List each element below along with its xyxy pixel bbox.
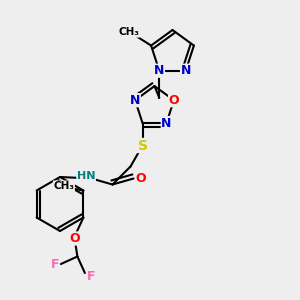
Text: O: O bbox=[136, 172, 146, 185]
Text: N: N bbox=[130, 94, 140, 107]
Text: N: N bbox=[181, 64, 191, 77]
Text: F: F bbox=[87, 269, 95, 283]
Text: CH₃: CH₃ bbox=[119, 27, 140, 37]
Text: F: F bbox=[51, 257, 59, 271]
Text: CH₃: CH₃ bbox=[53, 181, 74, 191]
Text: O: O bbox=[169, 94, 179, 107]
Text: HN: HN bbox=[77, 171, 95, 181]
Text: S: S bbox=[137, 139, 148, 152]
Text: N: N bbox=[161, 116, 172, 130]
Text: N: N bbox=[154, 64, 164, 77]
Text: O: O bbox=[69, 232, 80, 245]
